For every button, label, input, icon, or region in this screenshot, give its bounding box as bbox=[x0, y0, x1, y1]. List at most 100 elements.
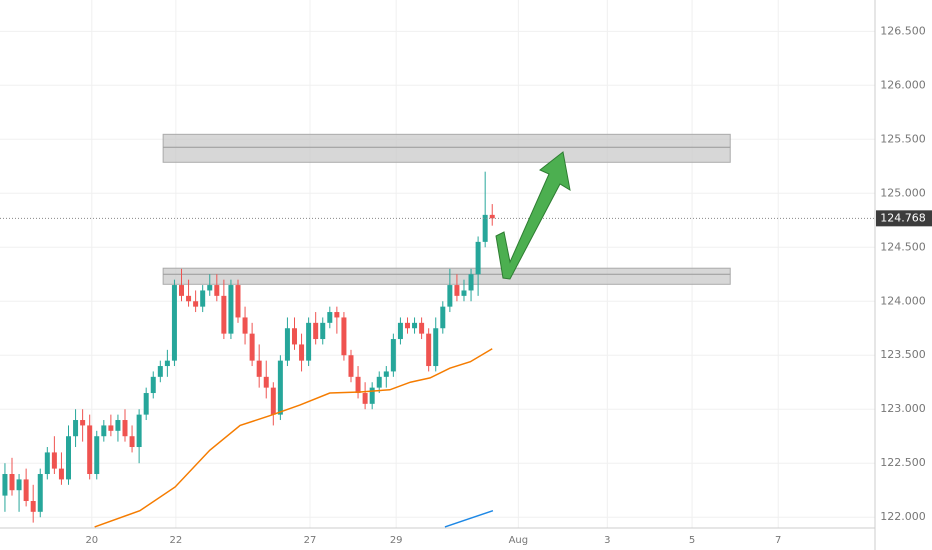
candle-body bbox=[30, 501, 36, 512]
candle-body bbox=[454, 285, 460, 296]
candle-body bbox=[164, 360, 170, 367]
candle-body bbox=[263, 376, 269, 388]
marks bbox=[0, 171, 875, 528]
candle-body bbox=[150, 376, 156, 394]
axes: 122.000 122.500 123.000 123.500 124.000 124.5… bbox=[85, 24, 932, 546]
candle-body bbox=[2, 474, 8, 496]
moving-average bbox=[444, 510, 494, 528]
candle-body bbox=[355, 376, 361, 394]
x-tick-label: 29 bbox=[390, 535, 403, 546]
candle-body bbox=[51, 452, 57, 469]
candle-body bbox=[489, 214, 495, 219]
last-price-label: 124.768 bbox=[880, 211, 926, 224]
candle-body bbox=[193, 301, 199, 307]
candle-body bbox=[115, 420, 121, 431]
candle-body bbox=[299, 344, 305, 361]
candle-body bbox=[440, 306, 446, 329]
candle-body bbox=[334, 312, 340, 318]
candle-body bbox=[178, 285, 184, 296]
y-tick-label: 122.000 bbox=[880, 510, 926, 523]
candle-body bbox=[348, 355, 354, 377]
x-tick-label: 7 bbox=[775, 535, 781, 546]
candle-body bbox=[157, 366, 163, 377]
candle-body bbox=[313, 322, 319, 340]
y-tick-label: 123.500 bbox=[880, 348, 926, 361]
candle-body bbox=[433, 328, 439, 367]
x-tick-label: 3 bbox=[604, 535, 610, 546]
candle-body bbox=[277, 360, 283, 415]
candle-body bbox=[16, 479, 22, 491]
candle-body bbox=[383, 371, 389, 377]
y-tick-label: 123.000 bbox=[880, 402, 926, 415]
candle-body bbox=[306, 322, 312, 361]
candle-body bbox=[468, 274, 474, 291]
candle-body bbox=[320, 322, 326, 340]
candle-body bbox=[207, 285, 213, 291]
zones bbox=[162, 133, 731, 285]
candle-body bbox=[249, 333, 255, 361]
candle-body bbox=[44, 452, 50, 475]
candle-body bbox=[419, 322, 425, 334]
candle-body bbox=[200, 290, 206, 307]
candle-body bbox=[94, 436, 100, 475]
y-tick-label: 126.500 bbox=[880, 24, 926, 37]
candle-body bbox=[108, 425, 114, 431]
candle-body bbox=[228, 285, 234, 334]
candle-body bbox=[341, 317, 347, 356]
y-tick-label: 125.000 bbox=[880, 186, 926, 199]
last-price-box bbox=[876, 210, 932, 227]
candle-body bbox=[58, 468, 64, 480]
candle-body bbox=[9, 474, 15, 491]
y-tick-label: 122.500 bbox=[880, 456, 926, 469]
candle-body bbox=[242, 317, 248, 334]
candle-body bbox=[66, 436, 72, 480]
candle-body bbox=[122, 420, 128, 437]
candle-body bbox=[397, 322, 403, 340]
candle-body bbox=[186, 295, 192, 302]
moving-average bbox=[94, 348, 493, 528]
candle-body bbox=[284, 328, 290, 361]
candle-body bbox=[376, 376, 382, 388]
y-tick-label: 124.500 bbox=[880, 240, 926, 253]
candle-body bbox=[37, 474, 43, 512]
y-tick-label: 124.000 bbox=[880, 294, 926, 307]
candle-body bbox=[129, 436, 135, 448]
candle-body bbox=[390, 339, 396, 372]
x-tick-label: Aug bbox=[509, 535, 529, 546]
candle-body bbox=[171, 285, 177, 361]
candle-body bbox=[136, 414, 142, 448]
candle-body bbox=[327, 312, 333, 323]
candle-body bbox=[73, 420, 79, 437]
candle-body bbox=[235, 285, 241, 318]
x-tick-label: 5 bbox=[689, 535, 695, 546]
x-tick-label: 27 bbox=[304, 535, 317, 546]
candle-body bbox=[404, 322, 410, 329]
y-tick-label: 126.000 bbox=[880, 78, 926, 91]
candle-body bbox=[291, 328, 297, 345]
candle-body bbox=[447, 285, 453, 307]
candle-body bbox=[482, 214, 488, 242]
candle-body bbox=[87, 425, 93, 475]
candle-body bbox=[101, 425, 107, 437]
candle-body bbox=[270, 387, 276, 415]
x-tick-label: 22 bbox=[169, 535, 182, 546]
candle-body bbox=[80, 420, 86, 426]
candle-body bbox=[369, 387, 375, 404]
candle-body bbox=[362, 393, 368, 404]
candle-body bbox=[23, 479, 29, 502]
candle-body bbox=[256, 360, 262, 377]
x-tick-label: 20 bbox=[85, 535, 98, 546]
zone bbox=[162, 133, 731, 163]
candle-body bbox=[214, 285, 220, 296]
grid bbox=[0, 0, 875, 528]
candle-body bbox=[461, 290, 467, 296]
drawn-arrow bbox=[495, 151, 571, 280]
candle-body bbox=[221, 295, 227, 334]
candle-body bbox=[475, 241, 481, 275]
candle-body bbox=[412, 322, 418, 329]
zone bbox=[162, 267, 731, 285]
candle-body bbox=[426, 333, 432, 367]
candle-body bbox=[143, 393, 149, 415]
y-tick-label: 125.500 bbox=[880, 132, 926, 145]
